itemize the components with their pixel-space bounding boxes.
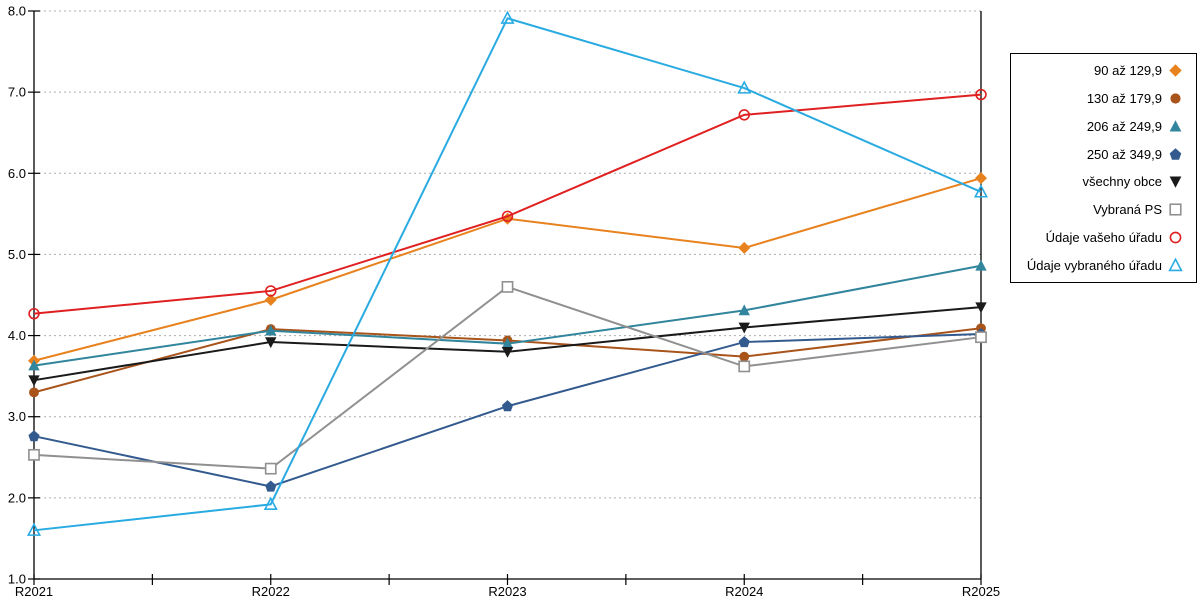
legend-label: 130 až 179,9 [1086,91,1162,107]
series-7 [28,88,987,320]
legend-label: 90 až 129,9 [1094,63,1162,79]
legend-marker-pentagon-icon [1168,147,1183,162]
series-6 [28,280,987,475]
y-tick-label: 1.0 [8,572,26,587]
legend-marker-open-triangle-icon [1168,257,1183,273]
legend-item: 130 až 179,9 [1017,91,1183,106]
legend-item: Vybraná PS [1017,202,1183,217]
y-tick-label: 8.0 [8,4,26,19]
x-tick-label: R2021 [15,584,53,599]
series-8 [26,10,989,536]
series-5 [28,302,987,387]
axes [33,11,982,580]
legend-marker-circle-icon [1168,91,1183,106]
legend-item: 206 až 249,9 [1017,119,1183,134]
legend-marker-open-square-icon [1168,202,1183,217]
y-tick-label: 3.0 [8,409,26,424]
legend-item: 250 až 349,9 [1017,147,1183,162]
legend-label: Údaje vašeho úřadu [1045,229,1162,245]
legend-item: Údaje vašeho úřadu [1017,230,1183,245]
legend-box: 90 až 129,9 130 až 179,9 206 až 249,9 25… [1010,53,1197,283]
y-tick-label: 4.0 [8,328,26,343]
gridlines [34,10,981,499]
legend-marker-triangle-up-icon [1168,119,1183,134]
y-axis-ticks: 1.0 2.0 3.0 4.0 5.0 6.0 7.0 8.0 [8,4,40,587]
legend-marker-triangle-down-icon [1168,174,1183,189]
x-axis-ticks: R2021 R2022 R2023 R2024 R2025 [15,574,1000,599]
x-tick-label: R2023 [488,584,526,599]
y-tick-label: 7.0 [8,85,26,100]
x-tick-label: R2024 [725,584,763,599]
y-tick-label: 5.0 [8,247,26,262]
series-2 [29,323,986,398]
legend-item: všechny obce [1017,174,1183,189]
legend-item: 90 až 129,9 [1017,63,1183,78]
y-tick-label: 2.0 [8,490,26,505]
legend-label: všechny obce [1082,174,1163,190]
legend-label: Vybraná PS [1093,202,1162,218]
x-tick-label: R2025 [962,584,1000,599]
series-4 [28,327,987,492]
legend-label: 206 až 249,9 [1086,118,1162,134]
x-tick-label: R2022 [252,584,290,599]
legend-label: Údaje vybraného úřadu [1026,257,1162,273]
legend-marker-open-circle-icon [1168,230,1183,245]
legend-marker-diamond-icon [1168,63,1183,78]
y-tick-label: 6.0 [8,166,26,181]
legend-label: 250 až 349,9 [1086,146,1162,162]
series-3 [28,259,987,371]
legend-item: Údaje vybraného úřadu [1017,257,1183,273]
